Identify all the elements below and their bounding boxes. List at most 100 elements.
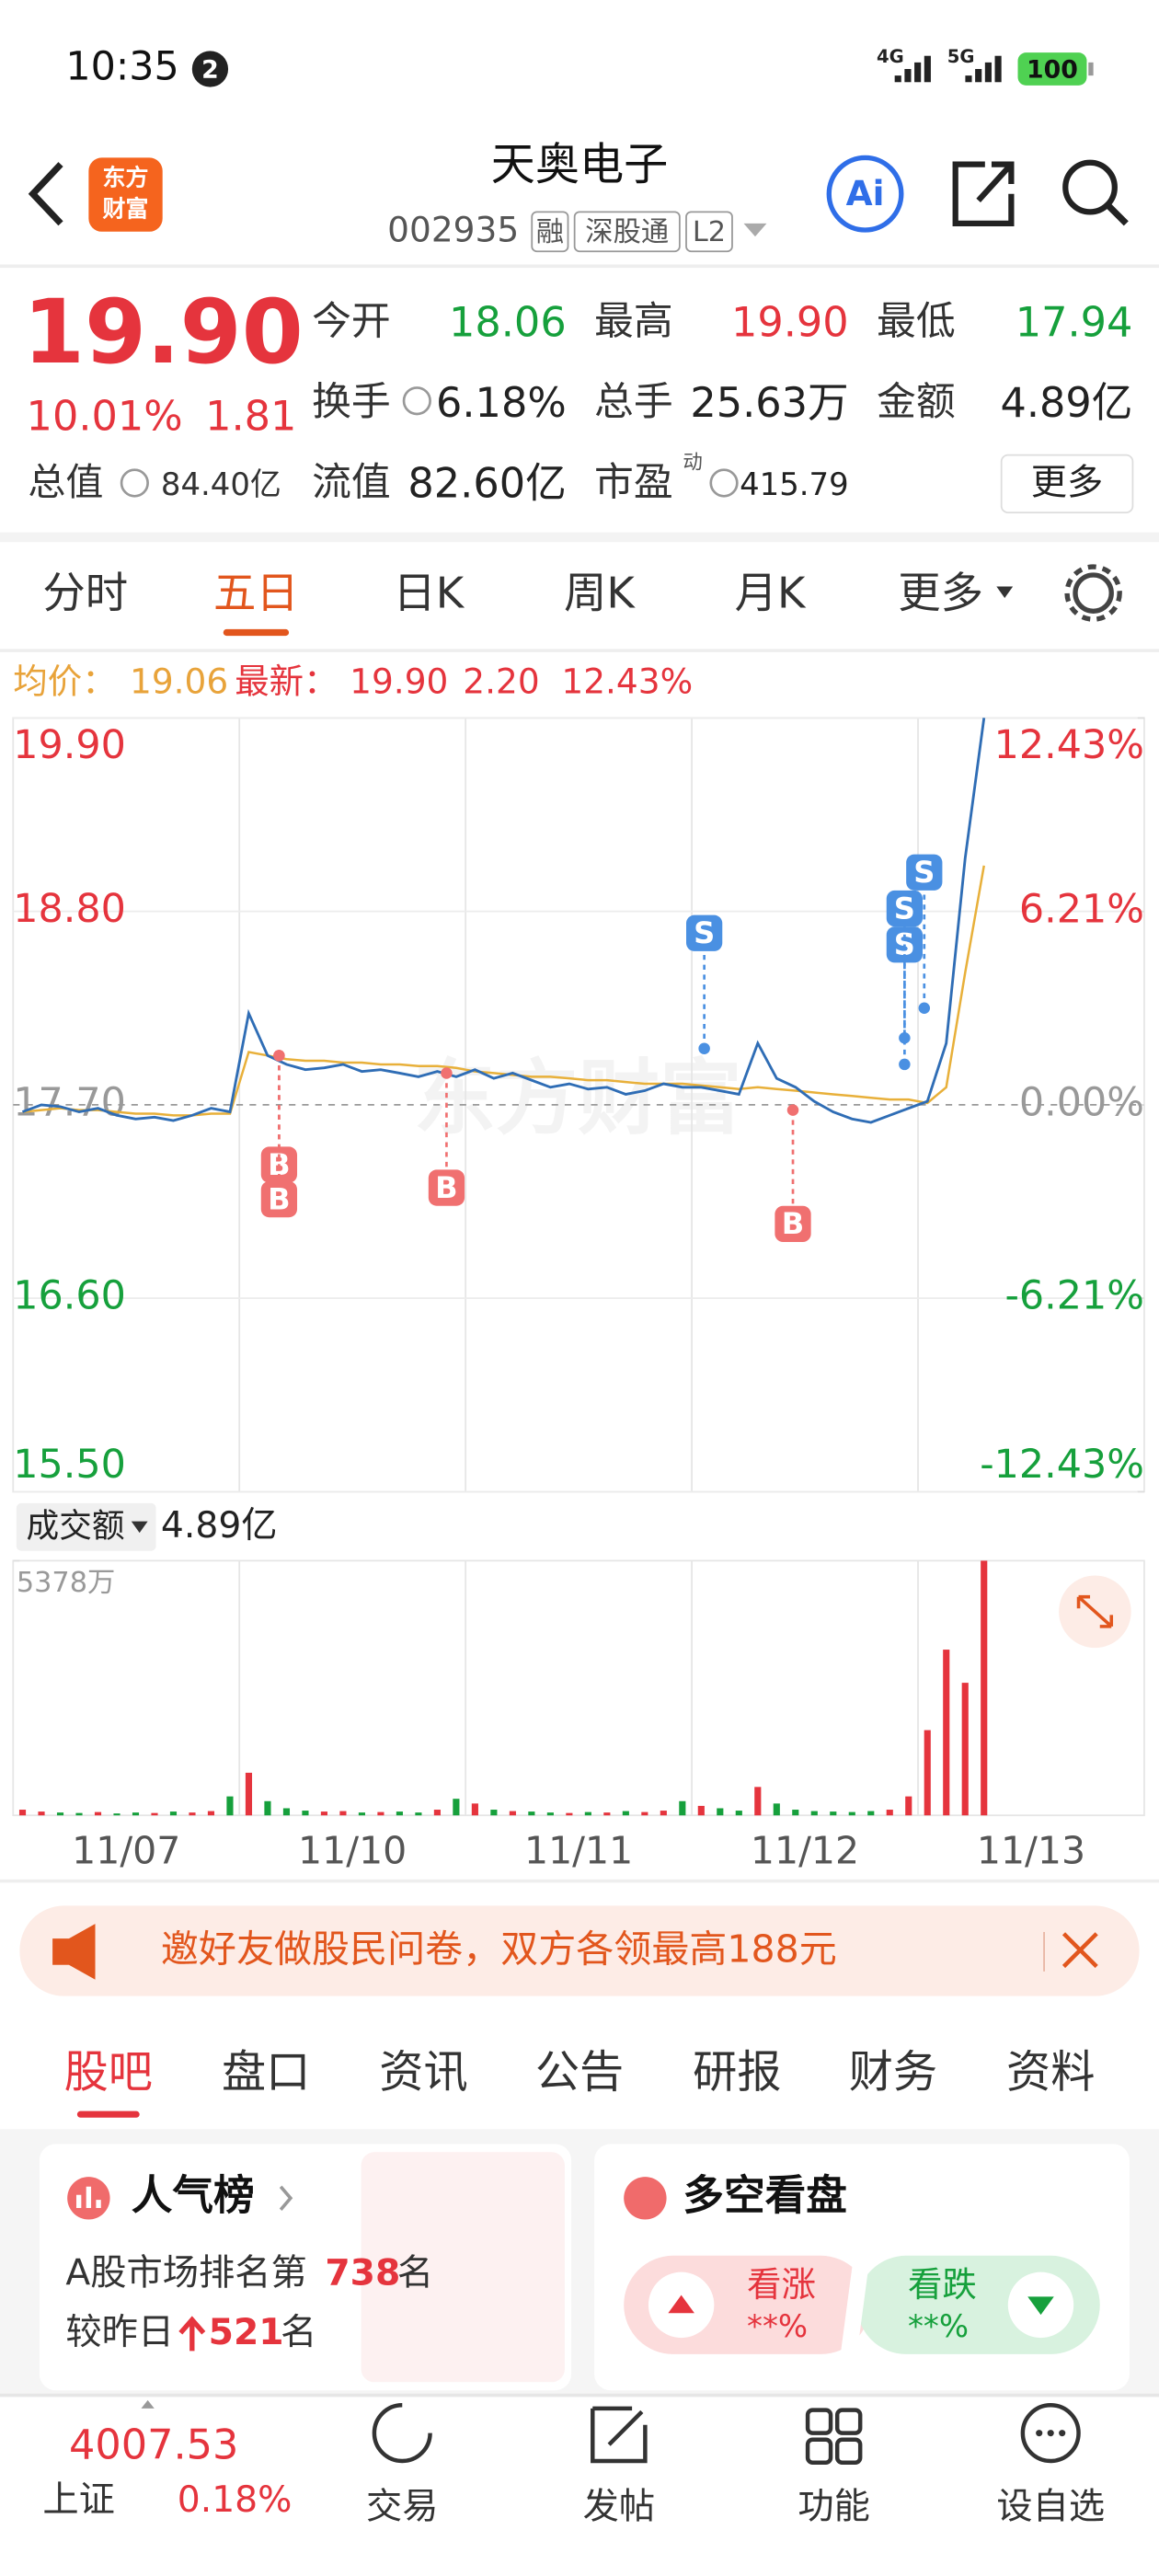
content-tab[interactable]: 资料 <box>1006 2046 1095 2098</box>
popularity-title[interactable]: 人气榜 <box>132 2171 255 2219</box>
ai-text[interactable]: Ai <box>846 173 885 213</box>
nav-item[interactable]: 交易 <box>366 2486 439 2527</box>
volume-bar <box>566 1812 573 1816</box>
y-tick-label: 16.60 <box>13 1273 126 1319</box>
nav-item[interactable]: 发帖 <box>583 2486 656 2527</box>
trade-badge-text: B <box>782 1206 804 1241</box>
volume-bar <box>264 1800 271 1816</box>
notification-badge <box>191 51 229 87</box>
volume-bar <box>509 1811 516 1816</box>
chart-tab[interactable]: 更多 <box>898 569 983 618</box>
volume-total: 4.89亿 <box>161 1505 278 1547</box>
content-tab[interactable]: 财务 <box>849 2046 937 2098</box>
volume-bar <box>377 1811 384 1816</box>
chart-tab[interactable]: 五日 <box>213 569 299 618</box>
bear-label: 看跌 <box>908 2264 977 2305</box>
bottom-nav <box>0 2395 1159 2576</box>
nav-icon <box>834 2437 863 2466</box>
trade-point <box>786 1104 799 1116</box>
volume-bar <box>622 1811 629 1816</box>
signal-bar <box>975 69 982 83</box>
battery <box>1017 52 1087 86</box>
logo-text: 东方 <box>103 165 149 191</box>
nav-icon <box>1020 2403 1081 2464</box>
notification-count: 2 <box>201 55 219 84</box>
y-tick-label: 15.50 <box>13 1442 126 1488</box>
chart-tab[interactable]: 月K <box>735 569 807 618</box>
trade-badge-text: S <box>913 855 935 890</box>
trade-badge-text: S <box>694 915 715 950</box>
stock-tag <box>685 211 733 253</box>
index-change[interactable]: 0.18% <box>178 2479 293 2521</box>
volume-bar <box>339 1811 347 1816</box>
volume-bar <box>697 1805 705 1816</box>
volume-bar <box>886 1810 893 1816</box>
latest-change-pct: 12.43% <box>561 661 693 701</box>
back-button[interactable] <box>28 162 63 226</box>
nav-item[interactable]: 功能 <box>798 2486 870 2527</box>
trade-point <box>698 1042 710 1054</box>
content-tab[interactable]: 资讯 <box>379 2046 467 2098</box>
chart-tab[interactable]: 分时 <box>42 569 128 618</box>
volume-bar <box>679 1800 686 1816</box>
settings-gear <box>1064 564 1122 622</box>
volume-selector[interactable] <box>16 1502 156 1551</box>
avg-label: 均价： <box>13 661 116 701</box>
index-name[interactable]: 上证 <box>42 2479 115 2521</box>
trade-point <box>441 1067 453 1079</box>
index-value[interactable]: 4007.53 <box>69 2421 238 2469</box>
volume-bar <box>717 1808 724 1816</box>
search-button[interactable] <box>1062 159 1118 215</box>
trade-badge <box>886 890 924 927</box>
dropdown-arrow <box>996 586 1014 598</box>
promo-text[interactable]: 邀好友做股民问卷，双方各领最高188元 <box>161 1926 837 1971</box>
nav-icon <box>805 2408 833 2435</box>
network-label: 4G <box>877 46 904 67</box>
volume-bar <box>546 1812 554 1816</box>
chart-tab[interactable]: 日K <box>393 569 465 618</box>
nav-item[interactable]: 设自选 <box>996 2486 1105 2527</box>
content-tab[interactable]: 盘口 <box>222 2046 310 2098</box>
stat-value: 17.94 <box>1016 299 1133 347</box>
content-tab[interactable]: 公告 <box>535 2046 624 2098</box>
stat-label: 金额 <box>877 379 956 425</box>
y2-tick-label: 6.21% <box>1019 886 1144 932</box>
volume-selector-text[interactable]: 成交额 <box>27 1508 125 1546</box>
volume-bar <box>584 1811 591 1816</box>
trade-point <box>918 1002 931 1015</box>
more-button-text[interactable]: 更多 <box>1031 462 1104 503</box>
settings-button[interactable] <box>1073 572 1114 614</box>
volume-bar <box>18 1810 27 1816</box>
trade-point <box>899 1032 911 1044</box>
stock-name: 天奥电子 <box>491 139 669 190</box>
price-line <box>21 718 986 1124</box>
sentiment-title[interactable]: 多空看盘 <box>683 2171 846 2219</box>
stock-tag <box>531 211 569 253</box>
ai-button[interactable] <box>826 155 904 233</box>
promo-banner[interactable] <box>19 1905 1140 1996</box>
stat-label: 市盈 <box>594 459 673 505</box>
rank-change-text: 名 <box>281 2312 316 2353</box>
stat-label: 最高 <box>594 298 673 344</box>
nav-icon-dot <box>1059 2430 1066 2437</box>
y2-tick-label: -12.43% <box>980 1442 1144 1488</box>
close-button[interactable] <box>1061 1932 1098 1969</box>
stock-tag-text: 深股通 <box>585 216 669 248</box>
chart-tab[interactable]: 周K <box>564 569 636 618</box>
stat-value: 18.06 <box>449 299 567 347</box>
stat-label: 总手 <box>594 379 673 425</box>
stat-value: 415.79 <box>740 466 849 502</box>
stat-value: 4.89亿 <box>1000 379 1132 427</box>
more-button[interactable] <box>1000 454 1134 514</box>
share-button[interactable] <box>952 161 1015 226</box>
stock-tag-text: 融 <box>536 216 564 248</box>
index-up-marker <box>141 2399 155 2409</box>
content-tab[interactable]: 研报 <box>693 2046 781 2098</box>
stock-tag <box>573 211 681 253</box>
volume-bar <box>189 1812 196 1816</box>
y-tick-label: 18.80 <box>13 886 126 932</box>
volume-bar <box>603 1812 611 1816</box>
info-icon <box>402 386 431 416</box>
content-tab[interactable]: 股吧 <box>64 2046 153 2098</box>
volume-bar <box>867 1811 875 1816</box>
